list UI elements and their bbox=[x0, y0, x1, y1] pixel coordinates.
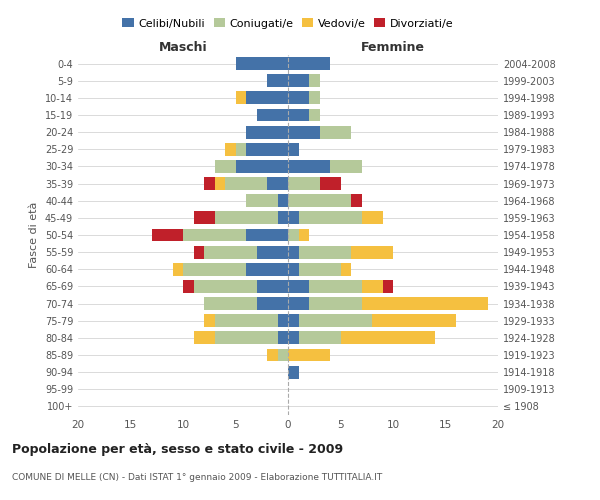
Bar bbox=[288, 74, 309, 87]
Bar bbox=[193, 246, 204, 258]
Bar bbox=[246, 92, 288, 104]
Bar bbox=[288, 212, 299, 224]
Bar bbox=[215, 160, 235, 173]
Bar bbox=[257, 280, 288, 293]
Bar bbox=[383, 280, 393, 293]
Bar bbox=[309, 297, 361, 310]
Bar bbox=[277, 194, 288, 207]
Bar bbox=[246, 194, 277, 207]
Bar bbox=[215, 332, 277, 344]
Bar bbox=[215, 212, 277, 224]
Bar bbox=[235, 160, 288, 173]
Bar bbox=[288, 126, 320, 138]
Bar bbox=[277, 212, 288, 224]
Bar bbox=[330, 160, 361, 173]
Bar bbox=[288, 280, 309, 293]
Bar bbox=[151, 228, 183, 241]
Bar bbox=[309, 108, 320, 122]
Bar bbox=[183, 228, 246, 241]
Bar bbox=[288, 177, 320, 190]
Bar bbox=[277, 348, 288, 362]
Bar bbox=[225, 143, 235, 156]
Bar bbox=[246, 228, 288, 241]
Bar bbox=[299, 263, 341, 276]
Bar bbox=[225, 177, 267, 190]
Bar bbox=[267, 74, 288, 87]
Bar bbox=[277, 332, 288, 344]
Text: COMUNE DI MELLE (CN) - Dati ISTAT 1° gennaio 2009 - Elaborazione TUTTITALIA.IT: COMUNE DI MELLE (CN) - Dati ISTAT 1° gen… bbox=[12, 472, 382, 482]
Bar bbox=[299, 212, 361, 224]
Text: Popolazione per età, sesso e stato civile - 2009: Popolazione per età, sesso e stato civil… bbox=[12, 442, 343, 456]
Bar bbox=[193, 332, 215, 344]
Bar bbox=[288, 92, 309, 104]
Bar bbox=[288, 57, 330, 70]
Bar bbox=[299, 228, 309, 241]
Bar bbox=[361, 212, 383, 224]
Bar bbox=[257, 246, 288, 258]
Bar bbox=[235, 92, 246, 104]
Bar bbox=[361, 280, 383, 293]
Bar bbox=[288, 160, 330, 173]
Bar bbox=[204, 246, 257, 258]
Bar bbox=[204, 314, 215, 327]
Bar bbox=[204, 177, 215, 190]
Bar bbox=[288, 194, 351, 207]
Bar bbox=[288, 108, 309, 122]
Bar bbox=[351, 246, 393, 258]
Bar bbox=[204, 297, 257, 310]
Bar bbox=[320, 177, 341, 190]
Legend: Celibi/Nubili, Coniugati/e, Vedovi/e, Divorziati/e: Celibi/Nubili, Coniugati/e, Vedovi/e, Di… bbox=[118, 14, 458, 33]
Bar bbox=[309, 92, 320, 104]
Bar bbox=[235, 143, 246, 156]
Bar bbox=[299, 314, 372, 327]
Bar bbox=[341, 332, 435, 344]
Bar bbox=[341, 263, 351, 276]
Bar bbox=[288, 332, 299, 344]
Text: Maschi: Maschi bbox=[158, 41, 208, 54]
Bar bbox=[288, 263, 299, 276]
Bar bbox=[288, 246, 299, 258]
Bar bbox=[299, 332, 341, 344]
Bar bbox=[267, 177, 288, 190]
Bar bbox=[288, 348, 330, 362]
Y-axis label: Fasce di età: Fasce di età bbox=[29, 202, 39, 268]
Bar bbox=[235, 57, 288, 70]
Bar bbox=[309, 74, 320, 87]
Bar bbox=[183, 263, 246, 276]
Bar bbox=[288, 228, 299, 241]
Bar bbox=[288, 143, 299, 156]
Bar bbox=[288, 366, 299, 378]
Bar bbox=[320, 126, 351, 138]
Bar bbox=[246, 263, 288, 276]
Bar bbox=[193, 280, 257, 293]
Bar bbox=[277, 314, 288, 327]
Bar bbox=[173, 263, 183, 276]
Bar bbox=[246, 143, 288, 156]
Bar bbox=[372, 314, 456, 327]
Bar bbox=[183, 280, 193, 293]
Bar bbox=[299, 246, 351, 258]
Bar bbox=[267, 348, 277, 362]
Bar bbox=[193, 212, 215, 224]
Bar bbox=[257, 297, 288, 310]
Bar bbox=[215, 314, 277, 327]
Bar bbox=[309, 280, 361, 293]
Bar bbox=[257, 108, 288, 122]
Bar bbox=[351, 194, 361, 207]
Bar bbox=[361, 297, 487, 310]
Bar bbox=[246, 126, 288, 138]
Bar bbox=[215, 177, 225, 190]
Bar bbox=[288, 297, 309, 310]
Text: Femmine: Femmine bbox=[361, 41, 425, 54]
Bar bbox=[288, 314, 299, 327]
